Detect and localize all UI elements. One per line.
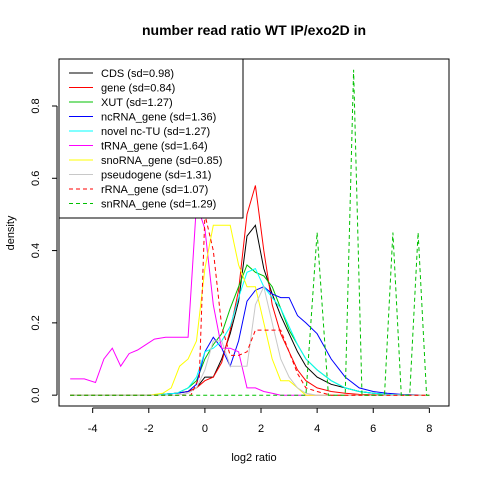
legend-label: novel nc-TU (sd=1.27): [101, 126, 210, 138]
series-line-1: [70, 185, 430, 396]
x-tick-label: 8: [426, 423, 432, 435]
x-tick-label: 2: [258, 423, 264, 435]
x-tick-label: 6: [370, 423, 376, 435]
legend-box: [58, 58, 244, 219]
x-tick-label: -4: [88, 423, 98, 435]
series-line-6: [70, 224, 430, 396]
legend-label: ncRNA_gene (sd=1.36): [101, 112, 216, 124]
series-line-7: [70, 285, 430, 396]
y-tick-label: 0.2: [30, 315, 42, 330]
y-axis: 0.0 0.2 0.4 0.6 0.8: [30, 98, 58, 403]
y-tick-label: 0.4: [30, 243, 42, 258]
y-tick-label: 0.0: [30, 388, 42, 403]
chart-title: number read ratio WT IP/exo2D in: [142, 22, 366, 38]
legend-label: gene (sd=0.84): [101, 83, 175, 95]
legend-label: CDS (sd=0.98): [101, 68, 174, 80]
y-tick-label: 0.8: [30, 98, 42, 113]
series-line-8: [70, 214, 430, 396]
legend-label: XUT (sd=1.27): [101, 97, 173, 109]
legend: CDS (sd=0.98) gene (sd=0.84) XUT (sd=1.27)…: [58, 58, 244, 219]
x-tick-label: -2: [144, 423, 154, 435]
y-axis-label: density: [5, 215, 17, 250]
legend-label: snRNA_gene (sd=1.29): [101, 199, 216, 211]
legend-label: tRNA_gene (sd=1.64): [101, 141, 208, 153]
x-tick-label: 4: [314, 423, 320, 435]
legend-label: rRNA_gene (sd=1.07): [101, 184, 208, 196]
legend-label: snoRNA_gene (sd=0.85): [101, 155, 222, 167]
x-axis: -4 -2 0 2 4 6 8: [88, 407, 432, 435]
x-axis-label: log2 ratio: [231, 452, 276, 464]
plot-frame: [58, 58, 450, 407]
series-line-4: [70, 267, 430, 396]
series-line-3: [70, 286, 430, 396]
legend-label: pseudogene (sd=1.31): [101, 170, 211, 182]
series-line-9: [70, 69, 430, 396]
y-tick-label: 0.6: [30, 171, 42, 186]
x-tick-label: 0: [202, 423, 208, 435]
